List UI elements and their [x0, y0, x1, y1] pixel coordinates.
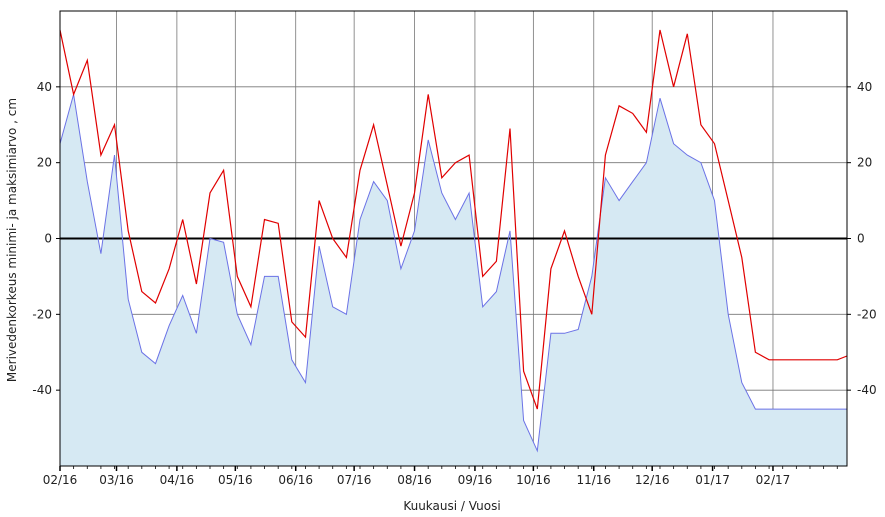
y-tick-label: 40 — [857, 80, 872, 94]
x-tick-label: 07/16 — [337, 473, 372, 487]
y-tick-label: 0 — [44, 232, 52, 246]
y-tick-label: 20 — [37, 156, 52, 170]
x-tick-label: 02/16 — [43, 473, 78, 487]
y-tick-label: 0 — [857, 232, 865, 246]
x-tick-label: 09/16 — [458, 473, 493, 487]
x-tick-label: 06/16 — [278, 473, 313, 487]
x-tick-label: 12/16 — [635, 473, 670, 487]
y-axis-left: 40 20 0 -20 -40 — [32, 80, 60, 397]
min-level-series-line — [59, 94, 847, 453]
y-tick-label: -20 — [857, 307, 877, 321]
x-tick-label: 03/16 — [99, 473, 134, 487]
y-axis-right: 40 20 0 -20 -40 — [847, 80, 877, 397]
x-tick-label: 01/17 — [695, 473, 730, 487]
x-tick-label: 04/16 — [160, 473, 195, 487]
y-tick-label: -20 — [32, 307, 52, 321]
x-tick-label: 10/16 — [516, 473, 551, 487]
x-tick-label: 02/17 — [756, 473, 791, 487]
min-level-fill-area — [60, 94, 847, 467]
x-tick-label: 05/16 — [218, 473, 253, 487]
y-tick-label: 20 — [857, 156, 872, 170]
x-axis: 02/16 03/16 04/16 05/16 06/16 07/16 08/16 09/16… — [43, 466, 838, 487]
y-axis-title: Merivedenkorkeus minimi- ja maksimiarvo … — [5, 98, 19, 382]
x-tick-label: 11/16 — [576, 473, 611, 487]
x-axis-title: Kuukausi / Vuosi — [403, 499, 500, 513]
y-tick-label: -40 — [32, 383, 52, 397]
y-tick-label: -40 — [857, 383, 877, 397]
y-tick-label: 40 — [37, 80, 52, 94]
max-level-series-line — [59, 29, 848, 410]
x-tick-label: 08/16 — [397, 473, 432, 487]
